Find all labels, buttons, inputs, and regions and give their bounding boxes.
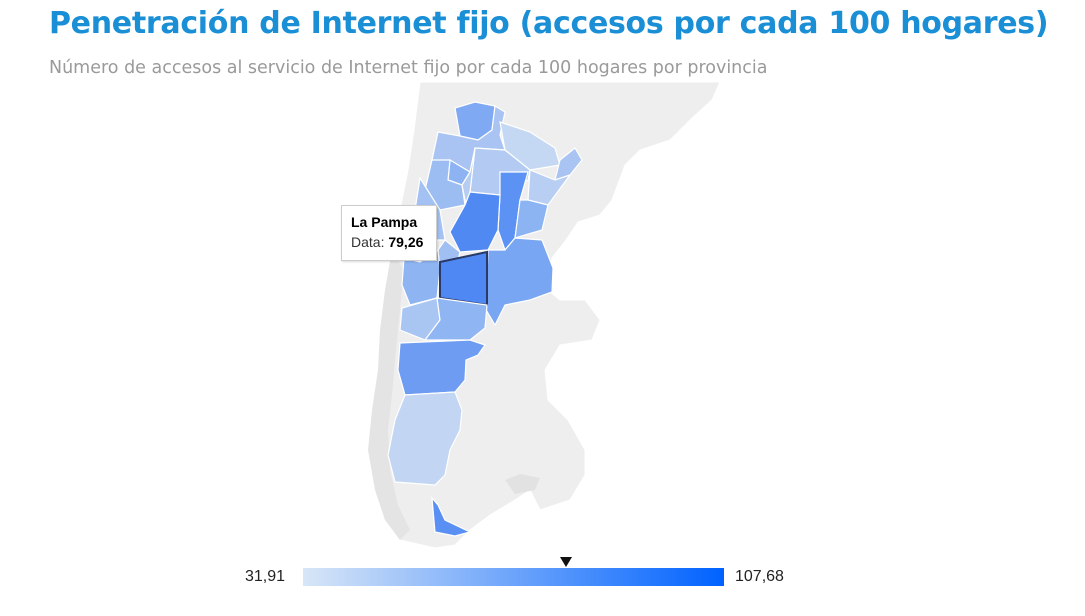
province-santa-cruz[interactable] <box>387 391 463 486</box>
chart-subtitle: Número de accesos al servicio de Interne… <box>49 58 768 78</box>
tooltip-data-value: 79,26 <box>388 234 424 250</box>
tooltip-region-name: La Pampa <box>351 214 418 230</box>
tooltip-data-label: Data: <box>351 234 389 250</box>
legend-value-marker-icon <box>560 557 573 567</box>
province-tierra-del-fuego[interactable] <box>431 496 472 537</box>
chart-title: Penetración de Internet fijo (accesos po… <box>49 6 1049 41</box>
background-islands <box>505 474 540 494</box>
province-misiones[interactable] <box>554 147 583 181</box>
map-tooltip: La Pampa Data: 79,26 <box>341 205 437 261</box>
legend-min-label: 31,91 <box>245 568 286 585</box>
province-chubut[interactable] <box>397 339 486 396</box>
chile-coast <box>368 250 410 540</box>
province-la-pampa[interactable] <box>439 250 488 307</box>
legend-color-scale <box>303 568 724 586</box>
province-cordoba[interactable] <box>449 191 501 253</box>
province-entre-rios[interactable] <box>514 199 549 239</box>
legend-max-label: 107,68 <box>735 568 784 585</box>
province-corrientes[interactable] <box>527 169 572 206</box>
